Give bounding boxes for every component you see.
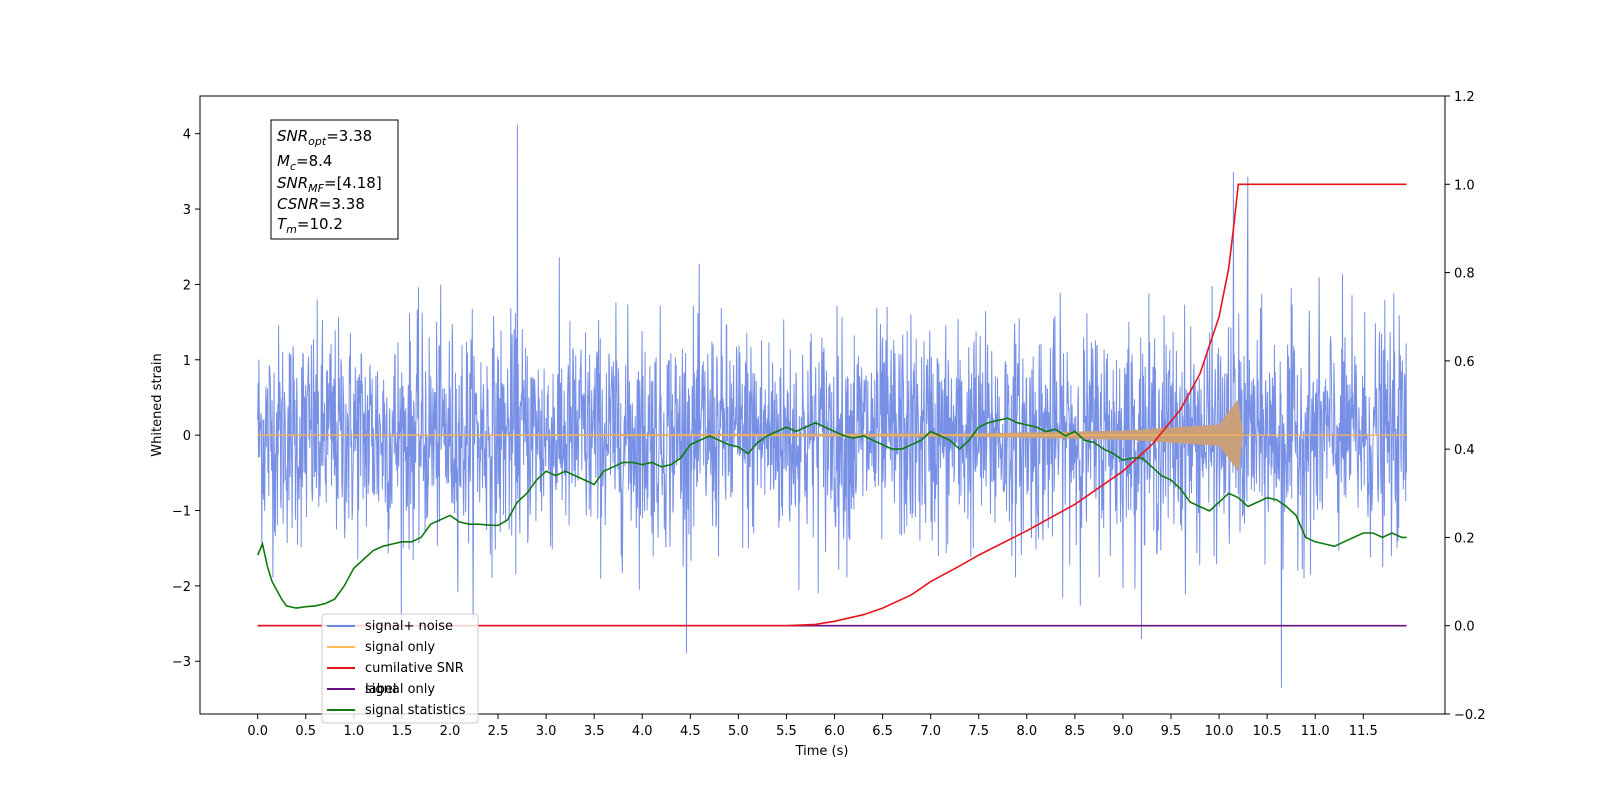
y-right-tick-label: 1.0 [1454,178,1475,193]
legend-label-signal-only: signal only [365,640,435,655]
tm-base: T [277,215,288,233]
legend-label-label: label [365,682,396,697]
signal-only-series [257,399,1407,471]
mc-value: =8.4 [296,152,332,170]
right-y-axis: −0.2 0.0 0.2 0.4 0.6 0.8 1.0 1.2 [1445,90,1486,723]
mc-base: M [277,152,290,170]
annotation-line-tm: Tm=10.2 [277,215,343,236]
y-right-tick-label: 0.0 [1454,620,1475,635]
legend: signal+ noise signal only cumilative SNR… [321,613,479,724]
annotation-box: SNRopt=3.38 Mc=8.4 SNRMF=[4.18] CSNR=3.3… [270,119,399,240]
y-left-tick-label: 0 [183,429,191,444]
y-right-tick-label: 0.2 [1454,531,1475,546]
annotation-line-csnr: CSNR=3.38 [277,195,365,213]
annotation-line-mc: Mc=8.4 [277,152,332,173]
y-right-tick-label: 0.8 [1454,267,1475,282]
x-tick-label: 5.0 [728,724,749,739]
signal-noise-series [257,124,1407,688]
x-axis-label: Time (s) [795,744,849,759]
left-y-axis: −3 −2 −1 0 1 2 3 4 [172,128,200,670]
csnr-base: CSNR [277,195,319,213]
y-left-tick-label: 4 [183,128,191,143]
legend-entry-signal-noise: signal+ noise [327,619,453,634]
signal-statistics-line [256,417,1407,609]
legend-entry-cumulative-snr: cumilative SNR [327,661,464,676]
x-tick-label: 7.0 [920,724,941,739]
legend-label-cumulative-snr: cumilative SNR [365,661,464,676]
y-right-tick-label: 0.4 [1454,443,1475,458]
y-left-tick-label: 2 [183,278,191,293]
y-right-tick-label: 0.6 [1454,355,1475,370]
y-right-tick-label: 1.2 [1454,90,1475,105]
x-tick-label: 0.0 [247,724,268,739]
annotation-frame [270,119,399,240]
mc-sub: c [290,160,296,173]
x-tick-label: 11.0 [1301,724,1330,739]
y-left-tick-label: −1 [172,505,191,520]
x-tick-label: 3.0 [536,724,557,739]
snr-opt-value: =3.38 [326,127,372,145]
legend-frame [321,613,479,724]
plot-area-frame [199,95,1446,715]
cumulative-snr-line [257,183,1407,627]
x-tick-label: 10.5 [1253,724,1282,739]
y-left-tick-label: 3 [183,203,191,218]
legend-label-signal-noise: signal+ noise [365,619,453,634]
legend-entry-signal-only: signal only [327,640,435,655]
x-tick-label: 1.0 [343,724,364,739]
snr-mf-value: =[4.18] [324,174,382,192]
x-tick-label: 9.0 [1113,724,1134,739]
x-tick-label: 8.0 [1016,724,1037,739]
y-left-tick-label: −2 [172,580,191,595]
x-tick-label: 9.5 [1161,724,1182,739]
x-tick-label: 5.5 [776,724,797,739]
y-right-tick-label: −0.2 [1454,708,1486,723]
legend-entry-signal-statistics: signal statistics [327,703,466,718]
snr-mf-base: SNR [277,174,308,192]
signal-noise-line [257,124,1407,688]
x-tick-label: 3.5 [584,724,605,739]
x-tick-label: 1.5 [392,724,413,739]
snr-mf-sub: MF [308,182,324,195]
x-tick-label: 4.5 [680,724,701,739]
tm-sub: m [286,223,297,236]
legend-label-hidden-signal-only: signal only [365,682,435,697]
x-tick-label: 10.0 [1205,724,1234,739]
x-tick-label: 6.0 [824,724,845,739]
tm-value: =10.2 [297,215,343,233]
legend-label-signal-statistics: signal statistics [365,703,466,718]
x-tick-label: 7.5 [968,724,989,739]
x-axis: 0.0 0.5 1.0 1.5 2.0 2.5 3.0 3.5 4.0 4.5 5.0 5.5 6.0 6… [247,714,1378,739]
x-tick-label: 11.5 [1349,724,1378,739]
y-axis-label-left: Whitened strain [150,353,165,456]
x-tick-label: 6.5 [872,724,893,739]
annotation-line-snr-opt: SNRopt=3.38 [277,127,372,148]
x-tick-label: 2.0 [440,724,461,739]
y-left-tick-label: −3 [172,655,191,670]
x-tick-label: 8.5 [1065,724,1086,739]
x-tick-label: 2.5 [488,724,509,739]
csnr-value: =3.38 [319,195,365,213]
legend-entry-label: signal only label [327,682,435,697]
annotation-line-snr-mf: SNRMF=[4.18] [277,174,382,195]
x-tick-label: 4.0 [632,724,653,739]
snr-opt-base: SNR [277,127,308,145]
x-tick-label: 0.5 [295,724,316,739]
snr-opt-sub: opt [308,135,327,148]
y-left-tick-label: 1 [183,354,191,369]
